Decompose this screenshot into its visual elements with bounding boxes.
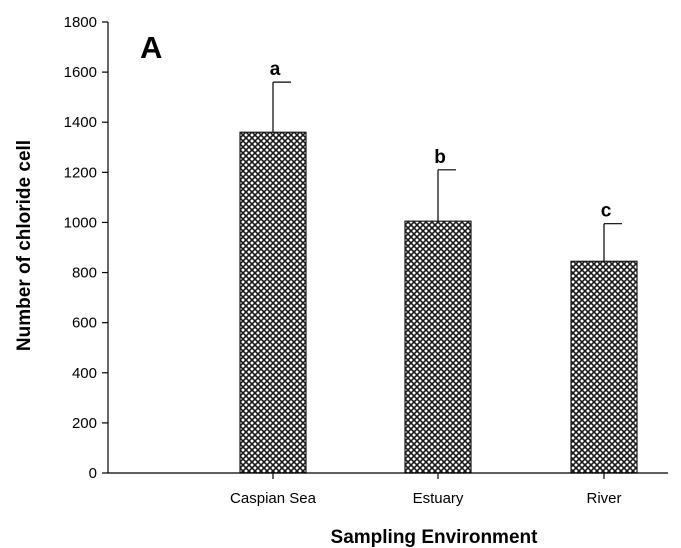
significance-labels-group: a b c xyxy=(270,59,612,222)
bar-estuary xyxy=(404,220,472,474)
y-tick-label: 200 xyxy=(72,415,97,432)
x-tick-label: Estuary xyxy=(413,490,464,507)
y-tick-label: 600 xyxy=(72,315,97,332)
y-axis-title: Number of chloride cell xyxy=(14,140,35,351)
y-tick-label: 0 xyxy=(89,465,97,482)
error-bars-group xyxy=(272,81,622,262)
y-tick-label: 1200 xyxy=(64,164,97,181)
x-tick-label: River xyxy=(586,490,621,507)
axes-group xyxy=(107,22,668,474)
significance-label: a xyxy=(270,59,281,80)
y-tick-label: 1600 xyxy=(64,64,97,81)
x-axis-title: Sampling Environment xyxy=(331,527,539,548)
y-tick-label: 1400 xyxy=(64,114,97,131)
y-tick-label: 1800 xyxy=(64,14,97,31)
y-tick-label: 800 xyxy=(72,265,97,282)
bar-caspian-sea xyxy=(239,131,307,474)
y-tick-label: 400 xyxy=(72,365,97,382)
significance-label: c xyxy=(601,201,612,222)
x-ticks-group: Caspian Sea Estuary River xyxy=(230,473,622,507)
significance-label: b xyxy=(434,147,446,168)
y-ticks-group: 0 200 400 600 800 1000 1200 1400 1600 1800 xyxy=(64,14,108,482)
x-tick-label: Caspian Sea xyxy=(230,490,317,507)
panel-label: A xyxy=(140,30,162,65)
bar-river xyxy=(570,260,638,474)
y-tick-label: 1000 xyxy=(64,214,97,231)
